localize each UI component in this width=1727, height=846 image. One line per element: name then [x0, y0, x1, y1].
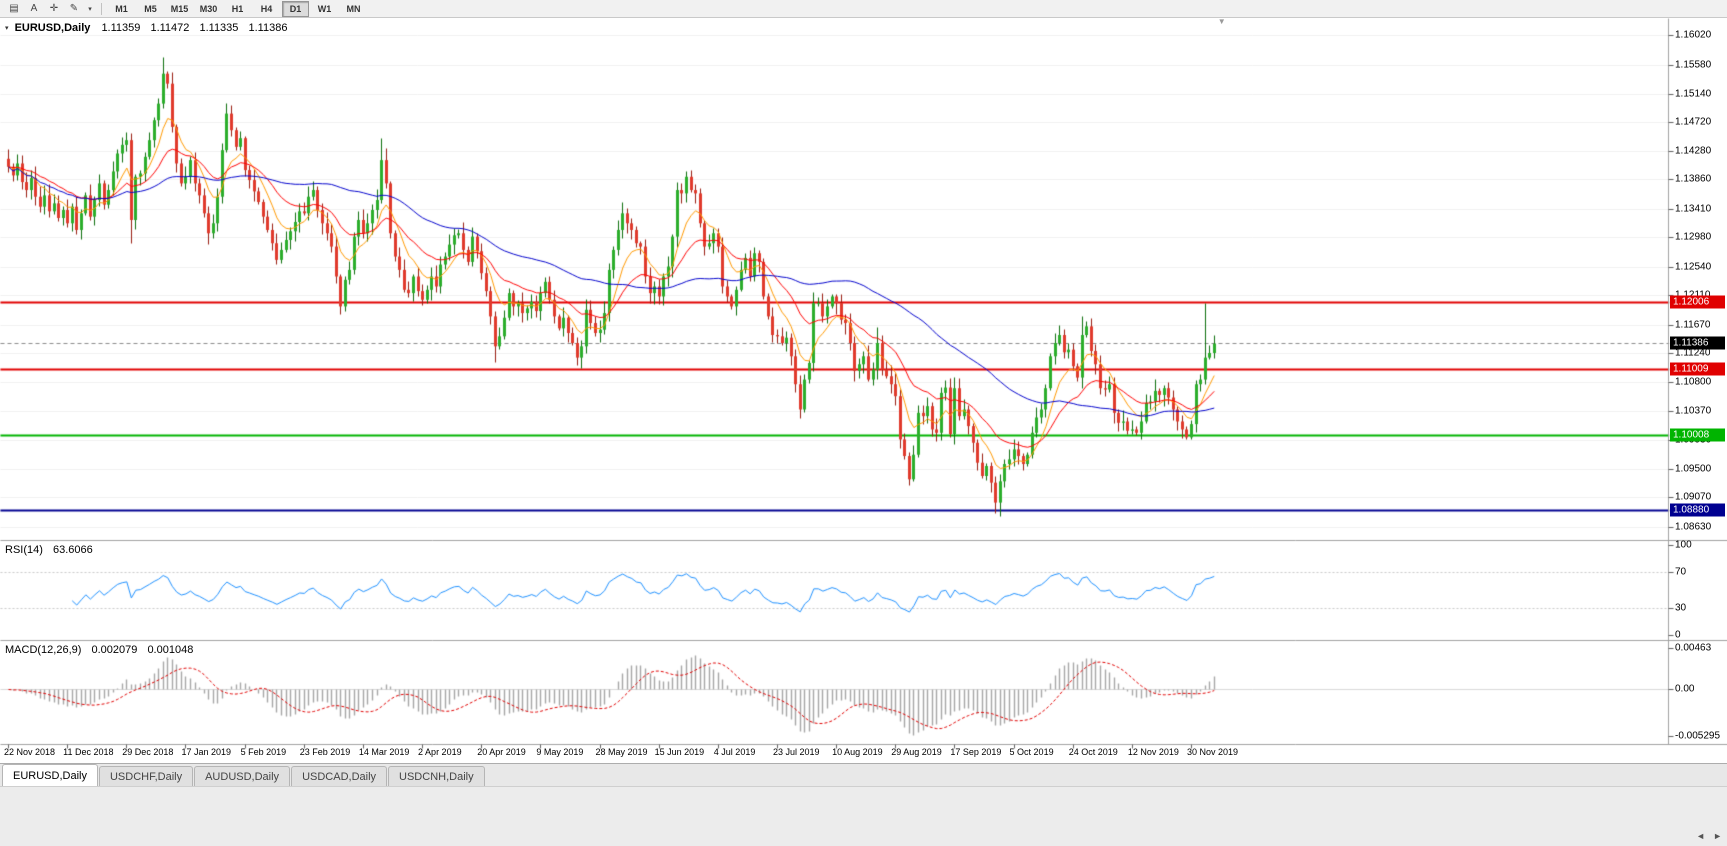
timeframe-h1-button[interactable]: H1 [231, 3, 244, 14]
rsi-scale-tick: 100 [1675, 539, 1692, 551]
tab-scroll-left-button[interactable]: ◄ [1696, 831, 1706, 841]
price-scale-tick: 1.08630 [1675, 521, 1712, 533]
date-tick-label: 5 Feb 2019 [240, 747, 287, 757]
support-low-badge[interactable]: 1.08880 [1670, 503, 1725, 517]
bottom-panel [0, 786, 1727, 846]
chart-windows-icon[interactable]: ▤ [9, 3, 19, 14]
timeframe-h4-button[interactable]: H4 [260, 3, 273, 14]
price-scale-tick: 1.15580 [1675, 59, 1712, 71]
macd-scale-tick: 0.00 [1675, 683, 1695, 695]
timeframe-m1-button[interactable]: M1 [115, 3, 128, 14]
timeframe-w1-button[interactable]: W1 [317, 3, 332, 14]
draw-tools-icon[interactable]: ✎ [69, 3, 79, 14]
date-tick-label: 9 May 2019 [536, 747, 584, 757]
price-scale-tick: 1.10370 [1675, 405, 1712, 417]
date-tick-label: 2 Apr 2019 [418, 747, 462, 757]
price-scale-tick: 1.12540 [1675, 261, 1712, 273]
ohlc-low: 1.11335 [199, 22, 239, 34]
price-scale-tick: 1.11240 [1675, 347, 1711, 359]
date-tick-label: 24 Oct 2019 [1068, 747, 1118, 757]
tab-scrollers: ◄ ► [1696, 831, 1722, 841]
date-tick-label: 30 Nov 2019 [1187, 747, 1239, 757]
chart-shift-marker-icon: ▼ [1217, 17, 1226, 26]
macd-scale-tick: -0.005295 [1675, 730, 1721, 742]
date-tick-label: 23 Jul 2019 [772, 747, 820, 757]
symbol-title: EURUSD,Daily [14, 22, 91, 34]
chart-tab-audusd[interactable]: AUDUSD,Daily [194, 766, 291, 786]
date-tick-label: 17 Jan 2019 [181, 747, 231, 757]
resistance-2-badge[interactable]: 1.11009 [1670, 362, 1725, 375]
date-tick-label: 22 Nov 2018 [4, 747, 56, 757]
timeframe-m30-button[interactable]: M30 [199, 3, 218, 14]
macd-signal-value: 0.001048 [147, 644, 194, 656]
price-scale-tick: 1.09070 [1675, 491, 1712, 503]
date-tick-label: 20 Apr 2019 [477, 747, 526, 757]
rsi-value: 63.6066 [52, 544, 93, 556]
price-scale-tick: 1.14280 [1675, 145, 1712, 157]
chart-tabs: EURUSD,Daily USDCHF,Daily AUDUSD,Daily USDC… [2, 764, 486, 786]
date-tick-label: 17 Sep 2019 [950, 747, 1002, 757]
date-tick-label: 15 Jun 2019 [654, 747, 705, 757]
price-scale-tick: 1.15140 [1675, 88, 1712, 100]
resistance-1-badge[interactable]: 1.12006 [1670, 295, 1725, 309]
crosshair-icon[interactable]: ✛ [49, 3, 59, 14]
header-collapse-icon[interactable]: ▾ [5, 25, 9, 32]
price-scale-tick: 1.10800 [1675, 376, 1712, 388]
chart-tab-eurusd[interactable]: EURUSD,Daily [2, 764, 98, 786]
support-badge[interactable]: 1.10008 [1670, 428, 1725, 442]
price-scale-tick: 1.09500 [1675, 463, 1712, 475]
timeframe-m15-button[interactable]: M15 [170, 3, 189, 14]
timeframe-d1-button[interactable]: D1 [282, 0, 309, 17]
chart-tab-usdcnh[interactable]: USDCNH,Daily [388, 766, 485, 786]
tab-scroll-right-button[interactable]: ► [1713, 831, 1722, 841]
date-tick-label: 23 Feb 2019 [299, 747, 351, 757]
price-scale-tick: 1.12110 [1675, 290, 1710, 301]
ohlc-close: 1.11386 [248, 22, 288, 34]
toolbar: ▤ A ✛ ✎ ▾ M1 M5 M15 M30 H1 H4 D1 W1 MN [0, 0, 1727, 18]
date-tick-label: 12 Nov 2019 [1127, 747, 1179, 757]
price-scale-tick: 1.12980 [1675, 231, 1712, 243]
macd-name: MACD(12,26,9) [5, 644, 82, 656]
chart-tools-group: ▤ A ✛ ✎ ▾ [4, 2, 96, 16]
price-scale-tick: 1.16020 [1675, 29, 1712, 41]
date-tick-label: 10 Aug 2019 [832, 747, 883, 757]
timeframes-group: M1 M5 M15 M30 H1 H4 D1 W1 MN [107, 0, 368, 17]
price-scale-tick: 1.14720 [1675, 116, 1712, 128]
date-tick-label: 29 Dec 2018 [122, 747, 174, 757]
timeframe-mn-button[interactable]: MN [346, 3, 361, 14]
date-tick-label: 14 Mar 2019 [358, 747, 410, 757]
date-tick-label: 28 May 2019 [595, 747, 648, 757]
chart-tabs-bar: EURUSD,Daily USDCHF,Daily AUDUSD,Daily USDC… [0, 763, 1727, 786]
price-scale-tick: 1.13860 [1675, 173, 1712, 185]
chart-tab-usdcad[interactable]: USDCAD,Daily [291, 766, 388, 786]
chart-tab-usdchf[interactable]: USDCHF,Daily [98, 766, 194, 786]
timeframe-m5-button[interactable]: M5 [144, 3, 157, 14]
macd-scale-tick: 0.00463 [1675, 642, 1712, 654]
date-tick-label: 4 Jul 2019 [713, 747, 756, 757]
rsi-scale-tick: 30 [1675, 602, 1687, 614]
ohlc-open: 1.11359 [101, 22, 141, 34]
macd-pane-label: MACD(12,26,9) 0.002079 0.001048 [5, 644, 200, 656]
text-tool-icon[interactable]: A [30, 3, 38, 14]
price-scale-tick: 1.11670 [1675, 319, 1711, 331]
macd-main-value: 0.002079 [91, 644, 138, 656]
rsi-pane-label: RSI(14) 63.6066 [5, 544, 100, 556]
date-tick-label: 5 Oct 2019 [1009, 747, 1054, 757]
rsi-name: RSI(14) [5, 544, 43, 556]
rsi-scale-tick: 70 [1675, 566, 1687, 578]
date-tick-label: 29 Aug 2019 [891, 747, 942, 757]
toolbar-separator [101, 2, 102, 15]
date-tick-label: 11 Dec 2018 [63, 747, 114, 757]
current-price-badge: 1.11386 [1670, 336, 1725, 350]
price-scale-tick: 1.13410 [1675, 203, 1712, 215]
ohlc-high: 1.11472 [150, 22, 190, 34]
rsi-scale-tick: 0 [1675, 629, 1681, 641]
chart-header: ▾ EURUSD,Daily 1.11359 1.11472 1.11335 1… [5, 22, 294, 34]
draw-tools-dropdown-icon[interactable]: ▾ [88, 5, 92, 13]
